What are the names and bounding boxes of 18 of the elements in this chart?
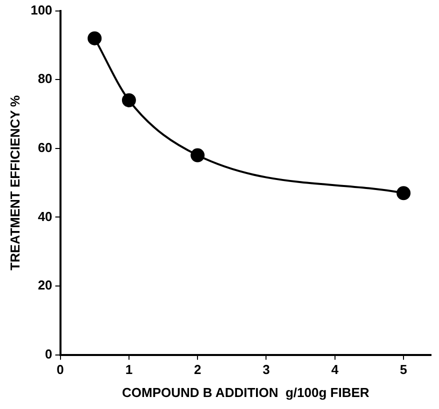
y-tick-label: 80 xyxy=(38,71,52,86)
y-tick-label: 40 xyxy=(38,208,52,224)
point xyxy=(190,148,205,162)
point xyxy=(88,31,102,46)
y-tick-label: 20 xyxy=(38,278,52,293)
x-axis-title: COMPOUND B ADDITION g/100g FIBER xyxy=(122,384,370,400)
y-tick-label: 0 xyxy=(45,346,52,362)
point xyxy=(396,186,411,200)
y-axis-title: TREATMENT EFFICIENCY % xyxy=(7,94,22,270)
x-tick-label: 1 xyxy=(125,362,133,378)
x-tick-label: 0 xyxy=(56,362,64,378)
x-tick-label: 2 xyxy=(194,362,202,378)
y-tick-label: 100 xyxy=(30,2,52,18)
point xyxy=(122,93,136,108)
x-tick-label: 5 xyxy=(400,362,408,378)
y-tick-label: 60 xyxy=(38,140,52,155)
x-tick-label: 4 xyxy=(331,362,340,378)
x-tick-label: 3 xyxy=(262,362,270,378)
